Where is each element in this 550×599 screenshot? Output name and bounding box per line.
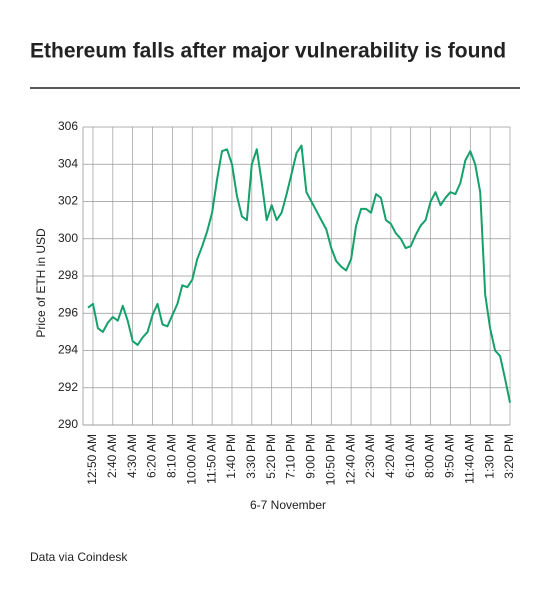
x-tick-label: 12:40 AM [343, 434, 357, 485]
y-tick-label: 292 [58, 380, 78, 394]
x-tick-label: 6:10 AM [403, 434, 417, 478]
y-tick-label: 306 [58, 119, 78, 133]
y-tick-label: 298 [58, 268, 78, 282]
x-tick-label: 9:00 PM [304, 434, 318, 479]
x-tick-label: 9:50 AM [443, 434, 457, 478]
x-tick-label: 3:20 PM [502, 434, 516, 479]
x-tick-label: 1:30 PM [482, 434, 496, 479]
x-tick-label: 8:00 AM [423, 434, 437, 478]
x-tick-label: 12:50 AM [85, 434, 99, 485]
y-tick-label: 300 [58, 231, 78, 245]
y-tick-label: 290 [58, 417, 78, 431]
source: Data via Coindesk [30, 550, 128, 564]
x-tick-label: 11:50 AM [204, 434, 218, 484]
x-tick-label: 4:30 AM [125, 434, 139, 478]
x-tick-label: 5:20 PM [264, 434, 278, 479]
y-tick-label: 296 [58, 305, 78, 319]
x-tick-label: 7:10 PM [284, 434, 298, 479]
x-tick-label: 3:30 PM [244, 434, 258, 479]
x-tick-label: 4:20 AM [383, 434, 397, 478]
y-tick-label: 302 [58, 194, 78, 208]
y-tick-label: 304 [58, 156, 78, 170]
x-tick-label: 2:30 AM [363, 434, 377, 478]
x-axis-label: 6-7 November [250, 498, 326, 512]
x-tick-label: 6:20 AM [145, 434, 159, 478]
x-tick-label: 10:00 AM [184, 434, 198, 485]
x-tick-label: 1:40 PM [224, 434, 238, 479]
price-line [87, 144, 511, 403]
x-tick-label: 10:50 PM [323, 434, 337, 485]
x-tick-label: 11:40 AM [462, 434, 476, 484]
x-tick-label: 2:40 AM [105, 434, 119, 478]
chart-title: Ethereum falls after major vulnerability… [30, 40, 506, 63]
y-axis-label: Price of ETH in USD [34, 228, 48, 338]
y-tick-label: 294 [58, 343, 78, 357]
x-tick-label: 8:10 AM [165, 434, 179, 478]
